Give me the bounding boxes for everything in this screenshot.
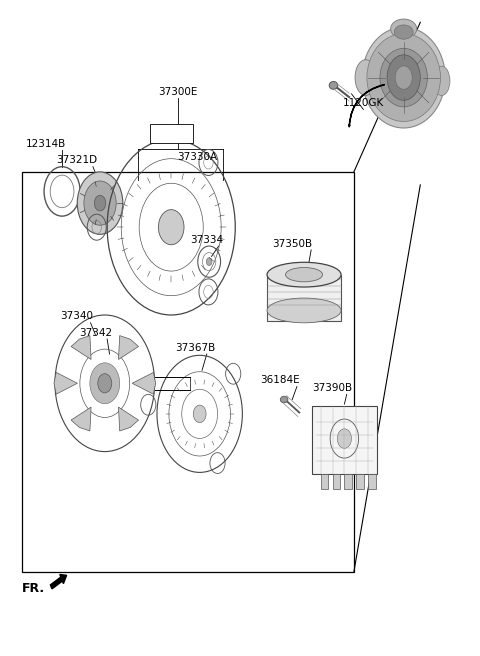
- Ellipse shape: [280, 396, 288, 403]
- Polygon shape: [54, 373, 77, 394]
- Circle shape: [158, 210, 184, 245]
- FancyArrow shape: [50, 575, 67, 589]
- Text: FR.: FR.: [22, 582, 45, 595]
- Ellipse shape: [286, 268, 323, 282]
- Bar: [344, 474, 352, 489]
- Ellipse shape: [394, 25, 413, 39]
- Polygon shape: [132, 373, 156, 394]
- Circle shape: [90, 363, 120, 404]
- Text: 37390B: 37390B: [312, 383, 353, 393]
- Circle shape: [193, 405, 206, 422]
- Text: 37340: 37340: [60, 312, 93, 321]
- Bar: [312, 406, 377, 474]
- Text: 37367B: 37367B: [175, 342, 215, 353]
- Text: 37330A: 37330A: [177, 152, 217, 162]
- Ellipse shape: [267, 262, 341, 287]
- Polygon shape: [71, 407, 91, 431]
- Ellipse shape: [355, 60, 376, 96]
- Text: 1120GK: 1120GK: [343, 98, 384, 108]
- Text: 37350B: 37350B: [272, 239, 312, 249]
- Ellipse shape: [380, 49, 427, 107]
- Circle shape: [206, 258, 212, 266]
- Ellipse shape: [433, 66, 450, 96]
- Text: 12314B: 12314B: [25, 139, 66, 149]
- Circle shape: [98, 374, 112, 393]
- Text: 37321D: 37321D: [56, 155, 97, 165]
- Circle shape: [84, 181, 116, 225]
- Ellipse shape: [362, 27, 445, 128]
- Text: 37342: 37342: [79, 328, 112, 338]
- Circle shape: [337, 429, 351, 448]
- Bar: [321, 474, 328, 489]
- Ellipse shape: [267, 298, 341, 323]
- Text: 37334: 37334: [190, 235, 223, 245]
- Circle shape: [387, 55, 420, 100]
- Bar: [150, 125, 192, 142]
- Bar: [368, 474, 376, 489]
- Ellipse shape: [367, 33, 441, 121]
- Text: 37300E: 37300E: [158, 87, 198, 97]
- Polygon shape: [71, 336, 91, 359]
- Ellipse shape: [391, 19, 417, 39]
- Ellipse shape: [329, 81, 338, 89]
- Circle shape: [77, 172, 123, 234]
- Bar: [333, 474, 340, 489]
- Circle shape: [95, 195, 106, 211]
- Bar: [267, 275, 341, 321]
- Text: 36184E: 36184E: [261, 375, 300, 385]
- Polygon shape: [119, 407, 139, 431]
- Circle shape: [395, 66, 412, 89]
- Bar: [356, 474, 364, 489]
- Polygon shape: [119, 336, 139, 359]
